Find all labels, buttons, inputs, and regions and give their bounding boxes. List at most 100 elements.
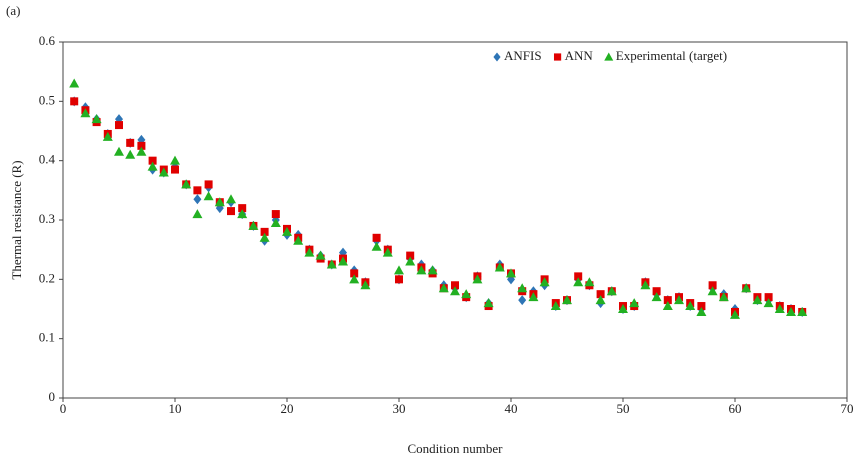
triangle-marker bbox=[282, 226, 292, 236]
triangle-marker bbox=[147, 161, 158, 171]
x-tick-label: 10 bbox=[169, 401, 182, 416]
square-marker bbox=[372, 233, 381, 242]
triangle-marker bbox=[730, 309, 740, 319]
triangle-marker bbox=[170, 155, 180, 165]
triangle-marker bbox=[604, 52, 614, 61]
triangle-marker bbox=[192, 209, 203, 219]
square-marker bbox=[652, 287, 661, 296]
triangle-marker bbox=[606, 286, 617, 296]
triangle-marker bbox=[797, 306, 808, 316]
square-marker bbox=[204, 180, 213, 189]
x-tick-label: 0 bbox=[60, 401, 67, 416]
y-tick-label: 0.3 bbox=[39, 211, 55, 226]
triangle-marker bbox=[405, 256, 416, 266]
triangle-marker bbox=[494, 262, 505, 272]
triangle-marker bbox=[203, 191, 214, 201]
square-marker bbox=[271, 210, 280, 219]
square-marker bbox=[697, 302, 706, 311]
triangle-marker bbox=[438, 283, 449, 293]
triangle-marker bbox=[214, 197, 225, 207]
triangle-marker bbox=[483, 298, 494, 308]
square-marker bbox=[663, 296, 672, 305]
x-axis-label: Condition number bbox=[408, 441, 504, 456]
x-tick-label: 40 bbox=[505, 401, 518, 416]
triangle-marker bbox=[270, 217, 281, 227]
triangle-marker bbox=[651, 292, 662, 302]
triangle-marker bbox=[136, 146, 147, 156]
triangle-marker bbox=[640, 280, 651, 290]
triangle-marker bbox=[91, 114, 102, 124]
triangle-marker bbox=[259, 232, 270, 242]
triangle-marker bbox=[237, 209, 248, 219]
triangle-marker bbox=[707, 286, 718, 296]
diamond-marker bbox=[493, 52, 501, 62]
triangle-marker bbox=[382, 247, 393, 257]
plot-frame bbox=[62, 41, 848, 399]
triangle-marker bbox=[774, 304, 785, 313]
y-tick-label: 0.6 bbox=[39, 33, 56, 48]
square-marker bbox=[350, 269, 359, 278]
diamond-marker bbox=[518, 295, 527, 306]
triangle-marker bbox=[662, 301, 673, 311]
square-marker bbox=[70, 97, 79, 106]
triangle-marker bbox=[573, 277, 584, 287]
triangle-marker bbox=[80, 108, 91, 118]
triangle-marker bbox=[326, 259, 337, 269]
square-marker bbox=[395, 275, 403, 284]
triangle-marker bbox=[102, 131, 113, 141]
triangle-marker bbox=[595, 295, 606, 305]
legend-label: Experimental (target) bbox=[616, 48, 727, 63]
y-axis-label: Thermal resistance (R) bbox=[9, 160, 24, 279]
square-marker bbox=[451, 281, 459, 290]
y-tick-label: 0 bbox=[49, 389, 56, 404]
triangle-marker bbox=[125, 149, 136, 159]
triangle-marker bbox=[427, 265, 438, 275]
square-marker bbox=[148, 156, 157, 165]
square-marker bbox=[126, 138, 135, 147]
triangle-marker bbox=[461, 289, 472, 299]
square-marker bbox=[764, 293, 773, 302]
triangle-marker bbox=[718, 292, 729, 302]
square-marker bbox=[227, 207, 235, 216]
x-tick-label: 70 bbox=[841, 401, 854, 416]
x-tick-label: 20 bbox=[281, 401, 294, 416]
triangle-marker bbox=[584, 277, 595, 287]
square-marker bbox=[171, 165, 179, 174]
triangle-marker bbox=[696, 306, 707, 316]
triangle-marker bbox=[528, 292, 539, 302]
triangle-marker bbox=[674, 295, 684, 305]
triangle-marker bbox=[293, 235, 304, 245]
triangle-marker bbox=[629, 298, 640, 308]
square-marker bbox=[137, 141, 146, 150]
x-tick-label: 30 bbox=[393, 401, 406, 416]
triangle-marker bbox=[562, 295, 572, 305]
triangle-marker bbox=[786, 306, 796, 316]
triangle-marker bbox=[371, 241, 382, 251]
triangle-marker bbox=[450, 286, 460, 296]
y-tick-label: 0.4 bbox=[39, 152, 56, 167]
square-marker bbox=[406, 251, 415, 260]
triangle-marker bbox=[506, 268, 516, 278]
square-marker bbox=[260, 227, 269, 236]
triangle-marker bbox=[618, 304, 628, 313]
x-tick-label: 60 bbox=[729, 401, 742, 416]
triangle-marker bbox=[315, 250, 326, 260]
triangle-marker bbox=[349, 274, 360, 284]
triangle-marker bbox=[360, 280, 371, 290]
y-tick-label: 0.5 bbox=[39, 92, 55, 107]
triangle-marker bbox=[472, 274, 483, 284]
triangle-marker bbox=[416, 265, 427, 275]
y-tick-label: 0.2 bbox=[39, 270, 55, 285]
triangle-marker bbox=[685, 301, 696, 311]
triangle-marker bbox=[181, 179, 192, 189]
triangle-marker bbox=[394, 265, 404, 275]
triangle-marker bbox=[741, 283, 752, 293]
square-marker bbox=[115, 121, 123, 130]
square-marker bbox=[596, 290, 605, 299]
square-marker bbox=[708, 281, 717, 290]
panel-label: (a) bbox=[6, 3, 20, 18]
x-tick-label: 50 bbox=[617, 401, 630, 416]
triangle-marker bbox=[550, 301, 561, 311]
triangle-marker bbox=[539, 277, 550, 287]
